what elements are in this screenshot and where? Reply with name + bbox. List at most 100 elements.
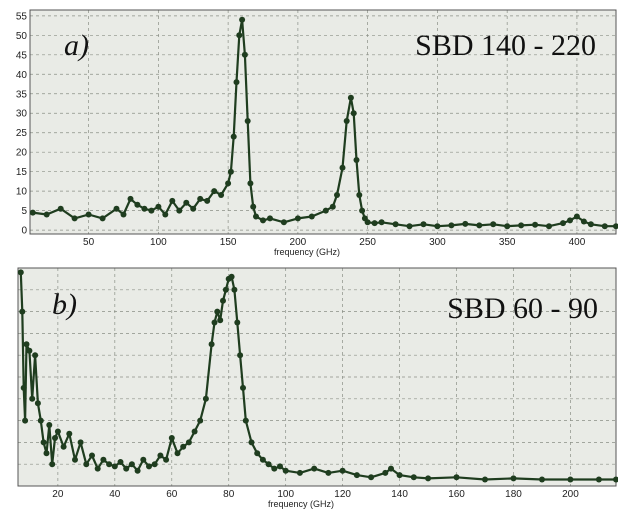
y-tick-label: 50 — [16, 31, 28, 42]
data-point — [180, 443, 187, 450]
data-point — [462, 220, 469, 227]
panel-title: SBD 140 - 220 — [415, 29, 596, 62]
data-point — [148, 207, 155, 214]
data-point — [282, 467, 289, 474]
x-axis-label: frequency (GHz) — [268, 499, 334, 509]
y-tick-label: 55 — [16, 11, 28, 22]
data-point — [311, 465, 318, 472]
data-point — [325, 469, 332, 476]
data-point — [46, 422, 53, 428]
data-point — [613, 476, 618, 483]
data-point — [280, 219, 287, 226]
data-point — [191, 428, 198, 435]
data-point — [140, 456, 147, 463]
data-point — [106, 461, 113, 468]
data-point — [260, 217, 266, 224]
data-point — [190, 205, 197, 212]
data-point — [230, 133, 237, 140]
data-point — [392, 221, 399, 228]
data-point — [32, 352, 39, 359]
x-tick-label: 300 — [429, 237, 446, 248]
data-point — [19, 308, 26, 315]
data-point — [434, 223, 441, 230]
data-point — [222, 286, 229, 293]
y-tick-label: 0 — [21, 226, 27, 237]
data-point — [613, 223, 618, 230]
data-point — [532, 221, 539, 228]
data-point — [510, 475, 517, 482]
y-tick-label: 20 — [16, 148, 28, 159]
data-point — [34, 400, 41, 407]
data-point — [204, 197, 211, 204]
data-point — [211, 319, 218, 326]
y-tick-label: 25 — [16, 128, 28, 139]
data-point — [23, 341, 30, 348]
plot-frame — [29, 9, 617, 235]
data-point — [29, 395, 36, 402]
data-point — [233, 79, 240, 86]
plot-frame — [17, 267, 617, 487]
data-point — [176, 207, 183, 214]
data-point — [225, 180, 232, 187]
data-point — [71, 215, 78, 222]
data-point — [72, 456, 78, 463]
data-point — [339, 164, 346, 171]
data-point — [141, 205, 148, 212]
data-point — [241, 51, 248, 58]
data-point — [382, 469, 389, 476]
data-point — [197, 417, 204, 424]
x-tick-label: 60 — [166, 489, 178, 500]
plot-background — [30, 10, 616, 234]
data-point — [343, 118, 350, 124]
data-point — [29, 209, 36, 216]
data-point — [254, 450, 261, 457]
y-tick-label: 5 — [21, 206, 27, 217]
data-point — [227, 168, 234, 175]
data-point — [248, 439, 255, 446]
data-point — [60, 443, 67, 450]
data-point — [410, 474, 417, 481]
data-point — [211, 188, 218, 195]
data-point — [277, 463, 283, 470]
data-point — [265, 461, 272, 468]
data-point — [100, 456, 107, 463]
data-point — [52, 435, 58, 441]
data-point — [155, 203, 162, 210]
data-point — [17, 269, 24, 276]
data-point — [183, 199, 190, 206]
x-tick-label: 50 — [83, 237, 95, 248]
data-point — [359, 207, 366, 214]
data-point — [601, 223, 608, 230]
data-point — [185, 439, 192, 446]
data-point — [57, 205, 64, 212]
data-point — [128, 461, 135, 468]
data-point — [234, 319, 241, 326]
data-point — [364, 219, 371, 226]
data-point — [425, 475, 432, 482]
data-point — [89, 452, 95, 459]
data-point — [339, 467, 346, 474]
panel-title: SBD 60 - 90 — [447, 292, 598, 325]
data-point — [237, 352, 244, 359]
data-point — [77, 439, 84, 446]
x-tick-label: 200 — [562, 489, 579, 500]
data-point — [267, 215, 273, 222]
data-point — [66, 430, 73, 437]
data-point — [504, 223, 511, 230]
data-point — [347, 94, 354, 101]
chart-panel-1: 50 100 150 200 250 300 350 400 0 5 10 15 20 25 30 35 40 4… — [16, 9, 618, 257]
data-point — [353, 472, 360, 479]
data-point — [240, 384, 246, 391]
y-tick-label: 40 — [16, 70, 28, 81]
data-point — [406, 223, 413, 230]
data-point — [356, 192, 363, 198]
data-point — [371, 220, 378, 227]
data-point — [134, 201, 141, 208]
chart-panel-2: 20 40 60 80 100 120 140 160 180 200 frequency (GHz… — [17, 267, 618, 509]
data-point — [123, 465, 130, 472]
x-tick-label: 350 — [499, 237, 516, 248]
x-tick-label: 80 — [223, 489, 235, 500]
data-point — [231, 286, 238, 293]
data-point — [40, 439, 47, 446]
